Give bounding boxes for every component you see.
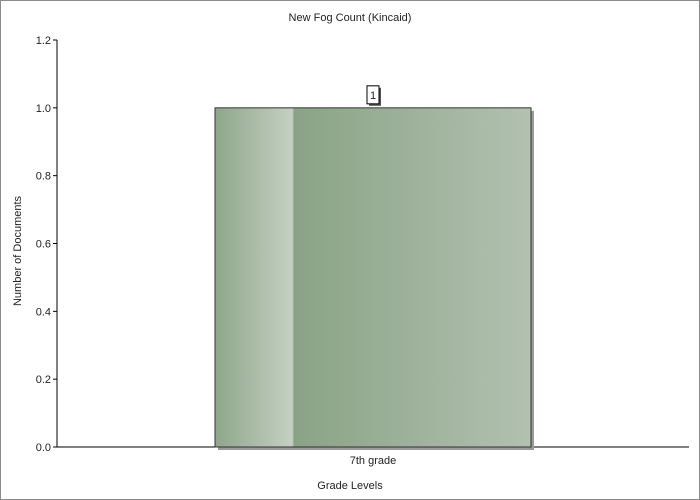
y-tick-label: 0.8	[36, 171, 51, 183]
bar-series: 1	[214, 85, 534, 450]
x-tick-label: 7th grade	[350, 455, 396, 467]
y-tick-label: 1.0	[36, 103, 51, 115]
y-tick-label: 0.2	[36, 374, 51, 386]
data-label-box	[366, 85, 380, 105]
x-axis-label: Grade Levels	[317, 480, 383, 492]
y-axis-label: Number of Documents	[12, 195, 24, 306]
chart-title: New Fog Count (Kincaid)	[289, 12, 412, 24]
y-tick-label: 0.6	[36, 239, 51, 251]
y-tick-label: 1.2	[36, 35, 51, 47]
bar	[214, 107, 532, 448]
y-axis: 0.0 0.2 0.4 0.6 0.8 1.0 1.2	[36, 35, 58, 454]
y-tick-label: 0.4	[36, 306, 51, 318]
y-tick-label: 0.0	[36, 442, 51, 454]
data-label: 1	[370, 90, 376, 102]
